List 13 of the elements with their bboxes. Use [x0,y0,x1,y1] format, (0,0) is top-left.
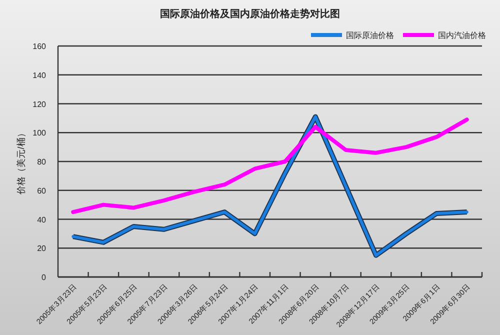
legend-label: 国际原油价格 [346,31,394,40]
legend-label: 国内汽油价格 [438,31,486,40]
y-tick-label: 20 [37,244,47,254]
y-tick-label: 120 [32,100,47,109]
y-tick-label: 80 [37,158,47,166]
y-tick-label: 0 [42,273,47,282]
chart-title: 国际原油价格及国内原油价格走势对比图 [160,8,340,20]
y-axis-title: 价格（美元/桶） [16,128,26,196]
y-tick-label: 60 [37,186,47,196]
y-tick-label: 160 [32,42,47,51]
y-tick-label: 40 [37,215,47,224]
y-tick-label: 140 [32,70,47,80]
y-tick-label: 100 [32,128,47,138]
